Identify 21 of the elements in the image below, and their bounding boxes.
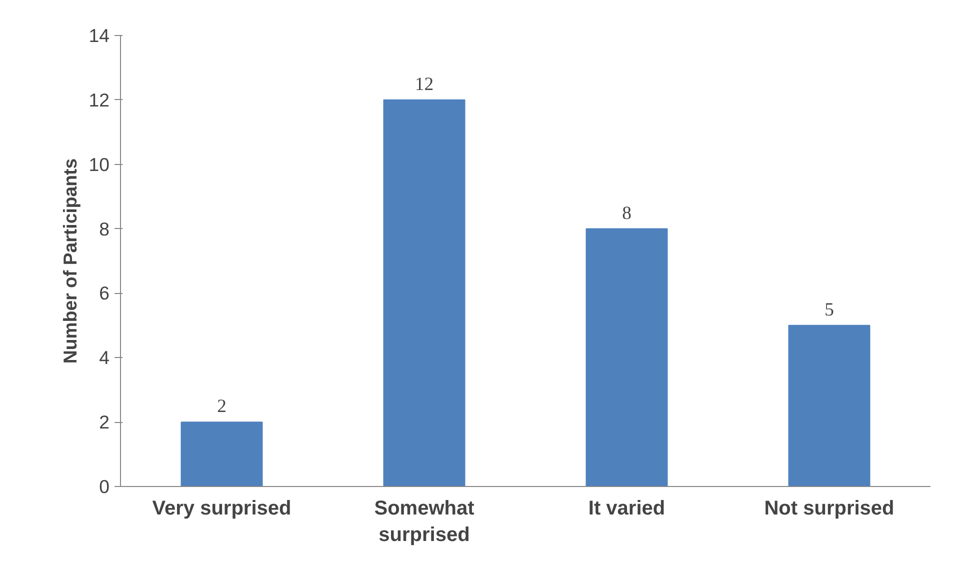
x-tick-label: Somewhat surprised	[374, 498, 475, 546]
bar	[586, 228, 668, 486]
data-label: 5	[824, 299, 834, 320]
bar	[383, 99, 466, 486]
y-tick-label: 2	[99, 412, 110, 433]
bar	[180, 422, 263, 486]
y-tick-label: 0	[99, 476, 110, 497]
data-label: 8	[622, 202, 632, 224]
y-tick-label: 12	[88, 89, 110, 110]
y-tick-label: 10	[88, 154, 110, 175]
y-tick-label: 8	[99, 218, 110, 240]
y-tick-label: 14	[88, 25, 110, 46]
y-tick-label: 6	[99, 282, 110, 304]
x-tick-label: Not surprised	[764, 498, 894, 520]
y-axis-title: Number of Participants	[60, 158, 81, 364]
x-tick-label: Very surprised	[152, 498, 292, 520]
data-label: 12	[414, 74, 434, 95]
x-tick-label: It varied	[588, 498, 666, 520]
bar	[788, 324, 870, 486]
y-tick-label: 4	[99, 347, 110, 368]
data-label: 2	[217, 396, 226, 418]
